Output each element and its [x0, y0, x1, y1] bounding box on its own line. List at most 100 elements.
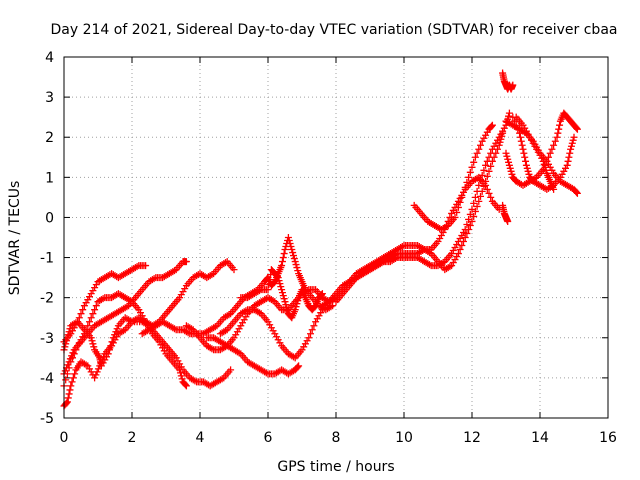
data-point	[573, 188, 581, 196]
data-point	[318, 291, 326, 299]
data-point	[505, 112, 513, 120]
data-point	[473, 187, 481, 195]
data-point	[471, 193, 479, 201]
y-tick-labels: -5 -4 -3 -2 -1 0 1 2 3 4	[40, 50, 54, 427]
data-point	[468, 163, 476, 171]
data-point	[514, 125, 522, 133]
data-point	[454, 203, 462, 211]
data-point	[182, 382, 190, 390]
data-point	[75, 314, 83, 322]
data-point	[550, 141, 558, 149]
x-tick-label: 14	[531, 430, 549, 446]
data-point	[482, 161, 490, 169]
data-point	[502, 149, 510, 157]
y-axis-label: SDTVAR / TECUs	[7, 181, 23, 296]
data-point	[278, 286, 286, 294]
data-point	[290, 255, 298, 263]
series-9	[216, 294, 340, 362]
data-point	[460, 188, 467, 196]
data-point	[107, 342, 115, 350]
data-point	[573, 125, 581, 133]
data-point	[542, 166, 550, 174]
data-point	[569, 136, 577, 144]
data-point	[88, 337, 96, 345]
series-8	[203, 334, 303, 378]
data-points	[60, 69, 581, 410]
data-point	[64, 361, 72, 369]
data-point	[69, 374, 77, 382]
data-point	[517, 137, 525, 145]
data-point	[568, 139, 576, 147]
y-tick-label: 1	[45, 170, 54, 186]
data-point	[463, 178, 471, 186]
data-point	[89, 340, 97, 348]
data-point	[520, 149, 528, 157]
series-16	[499, 201, 512, 225]
data-point	[505, 158, 513, 166]
data-point	[482, 177, 490, 185]
data-point	[483, 157, 491, 165]
data-point	[178, 375, 186, 383]
data-point	[89, 310, 97, 318]
data-point	[503, 152, 511, 160]
y-tick-label: -4	[40, 371, 54, 387]
data-point	[182, 258, 190, 266]
data-point	[68, 352, 76, 360]
data-point	[456, 198, 464, 206]
data-point	[294, 297, 302, 305]
series-13	[332, 109, 513, 306]
data-point	[521, 153, 529, 161]
data-point	[567, 142, 575, 150]
data-point	[468, 205, 476, 213]
y-tick-label: -1	[40, 251, 54, 267]
data-point	[71, 370, 79, 378]
data-point	[458, 193, 466, 201]
data-point	[182, 381, 190, 389]
data-point	[548, 145, 556, 153]
data-point	[477, 192, 484, 200]
data-point	[509, 81, 517, 89]
data-point	[227, 366, 235, 374]
data-point	[310, 322, 318, 330]
series-10	[237, 266, 326, 322]
data-point	[546, 149, 554, 157]
data-point	[519, 145, 527, 153]
data-point	[487, 193, 495, 201]
data-point	[477, 141, 484, 149]
y-tick-label: 3	[45, 90, 54, 106]
y-tick-label: 0	[45, 210, 54, 226]
data-point	[465, 173, 473, 181]
series-15	[499, 69, 517, 93]
data-point	[539, 157, 547, 165]
data-point	[453, 208, 461, 216]
data-point	[573, 189, 581, 197]
data-point	[550, 185, 558, 193]
data-point	[504, 155, 512, 163]
data-point	[516, 133, 524, 141]
data-point	[329, 302, 337, 310]
data-point	[488, 121, 496, 129]
data-point	[522, 157, 530, 165]
data-point	[291, 258, 299, 266]
data-point	[551, 137, 559, 145]
data-point	[573, 124, 581, 132]
data-point	[540, 160, 548, 168]
data-point	[525, 170, 533, 178]
data-point	[458, 242, 466, 250]
x-tick-label: 12	[463, 430, 481, 446]
data-point	[504, 217, 512, 225]
data-point	[109, 334, 117, 342]
x-tick-label: 6	[264, 430, 273, 446]
series-5	[60, 258, 190, 378]
data-point	[516, 129, 524, 137]
data-point	[475, 145, 483, 153]
data-point	[66, 355, 74, 363]
data-point	[113, 325, 121, 333]
data-point	[308, 326, 316, 334]
data-point	[507, 167, 515, 175]
data-point	[277, 283, 285, 291]
data-point	[64, 394, 72, 402]
data-point	[142, 262, 150, 270]
data-point	[273, 273, 281, 281]
